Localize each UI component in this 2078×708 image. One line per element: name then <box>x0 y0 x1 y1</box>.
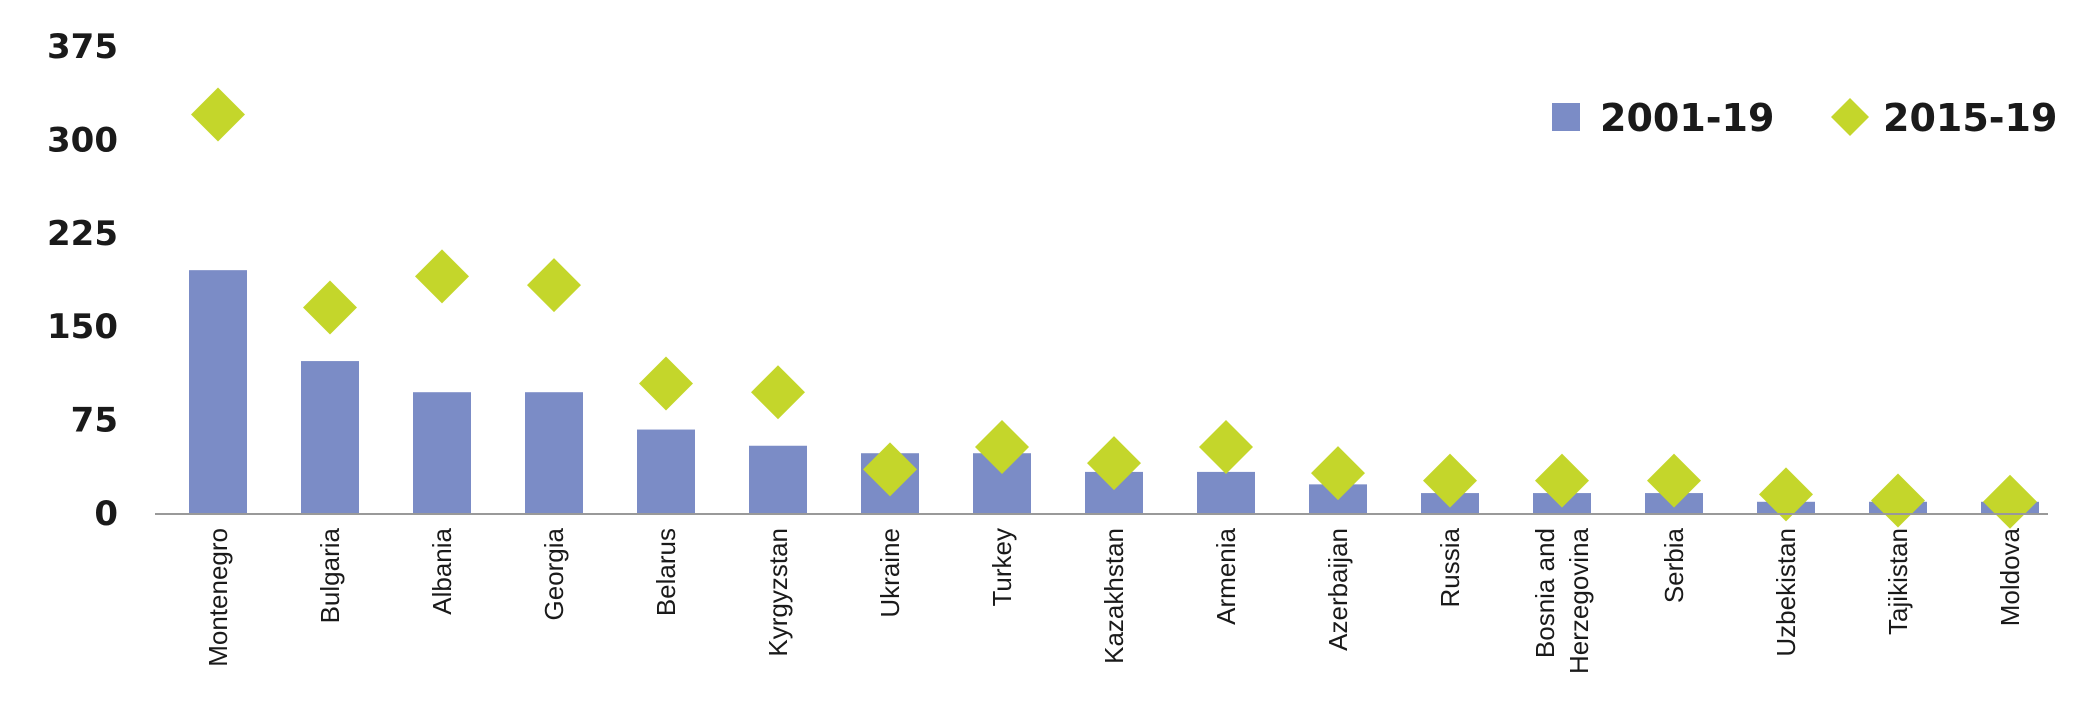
x-tick-label: Kazakhstan <box>1099 528 1129 664</box>
y-axis: 0 75 150 225 300 375 <box>47 27 118 534</box>
diamond-point <box>1647 453 1701 508</box>
diamond-point <box>1759 467 1813 522</box>
y-tick-label: 150 <box>47 307 118 347</box>
diamond-point <box>191 87 245 142</box>
x-tick-label: Armenia <box>1211 527 1241 624</box>
x-tick-label: Moldova <box>1995 527 2025 626</box>
legend-swatch-2015-19 <box>1831 98 1869 136</box>
y-tick-label: 375 <box>47 27 118 67</box>
diamond-point <box>1199 419 1253 474</box>
legend-label-2001-19: 2001-19 <box>1600 96 1774 140</box>
diamond-point <box>303 280 357 335</box>
diamond-point <box>415 249 469 304</box>
bar <box>413 392 471 513</box>
x-tick-label: Georgia <box>539 527 569 620</box>
x-tick-label: Albania <box>427 527 457 614</box>
x-tick-label: Bosnia and <box>1530 528 1560 658</box>
bar <box>301 361 359 513</box>
bar <box>1197 471 1255 513</box>
bar <box>749 445 807 513</box>
x-tick-label: Bulgaria <box>315 527 345 623</box>
x-tick-label: Turkey <box>987 528 1017 607</box>
x-tick-label: Montenegro <box>203 528 233 667</box>
diamond-point <box>1311 446 1365 501</box>
diamond-point <box>1871 473 1925 528</box>
diamond-point <box>751 365 805 420</box>
bar <box>637 429 695 513</box>
legend-swatch-2001-19 <box>1552 103 1580 131</box>
x-tick-label: Ukraine <box>875 528 905 618</box>
diamond-point <box>863 442 917 497</box>
x-tick-label: Tajikistan <box>1883 528 1913 635</box>
x-axis-labels: Montenegro Bulgaria Albania Georgia Belarus K… <box>203 527 2025 674</box>
x-tick-label: Herzegovina <box>1564 527 1594 674</box>
x-tick-label: Kyrgyzstan <box>763 528 793 657</box>
diamond-point <box>1087 436 1141 491</box>
bar <box>189 270 247 513</box>
diamonds-2015-19 <box>191 87 2037 529</box>
x-tick-label: Belarus <box>651 528 681 616</box>
legend: 2001-19 2015-19 <box>1552 96 2057 140</box>
diamond-point <box>975 419 1029 474</box>
x-tick-label: Russia <box>1435 527 1465 607</box>
diamond-point <box>1983 474 2037 529</box>
x-tick-label: Serbia <box>1659 527 1689 603</box>
y-tick-label: 0 <box>94 494 118 534</box>
diamond-point <box>1535 453 1589 508</box>
x-tick-label: Azerbaijan <box>1323 528 1353 651</box>
bar <box>525 392 583 513</box>
legend-label-2015-19: 2015-19 <box>1883 96 2057 140</box>
y-tick-label: 225 <box>47 214 118 254</box>
x-tick-label: Uzbekistan <box>1771 528 1801 657</box>
y-tick-label: 300 <box>47 120 118 160</box>
diamond-point <box>1423 453 1477 508</box>
y-tick-label: 75 <box>71 401 118 441</box>
diamond-point <box>527 258 581 313</box>
diamond-point <box>639 356 693 411</box>
